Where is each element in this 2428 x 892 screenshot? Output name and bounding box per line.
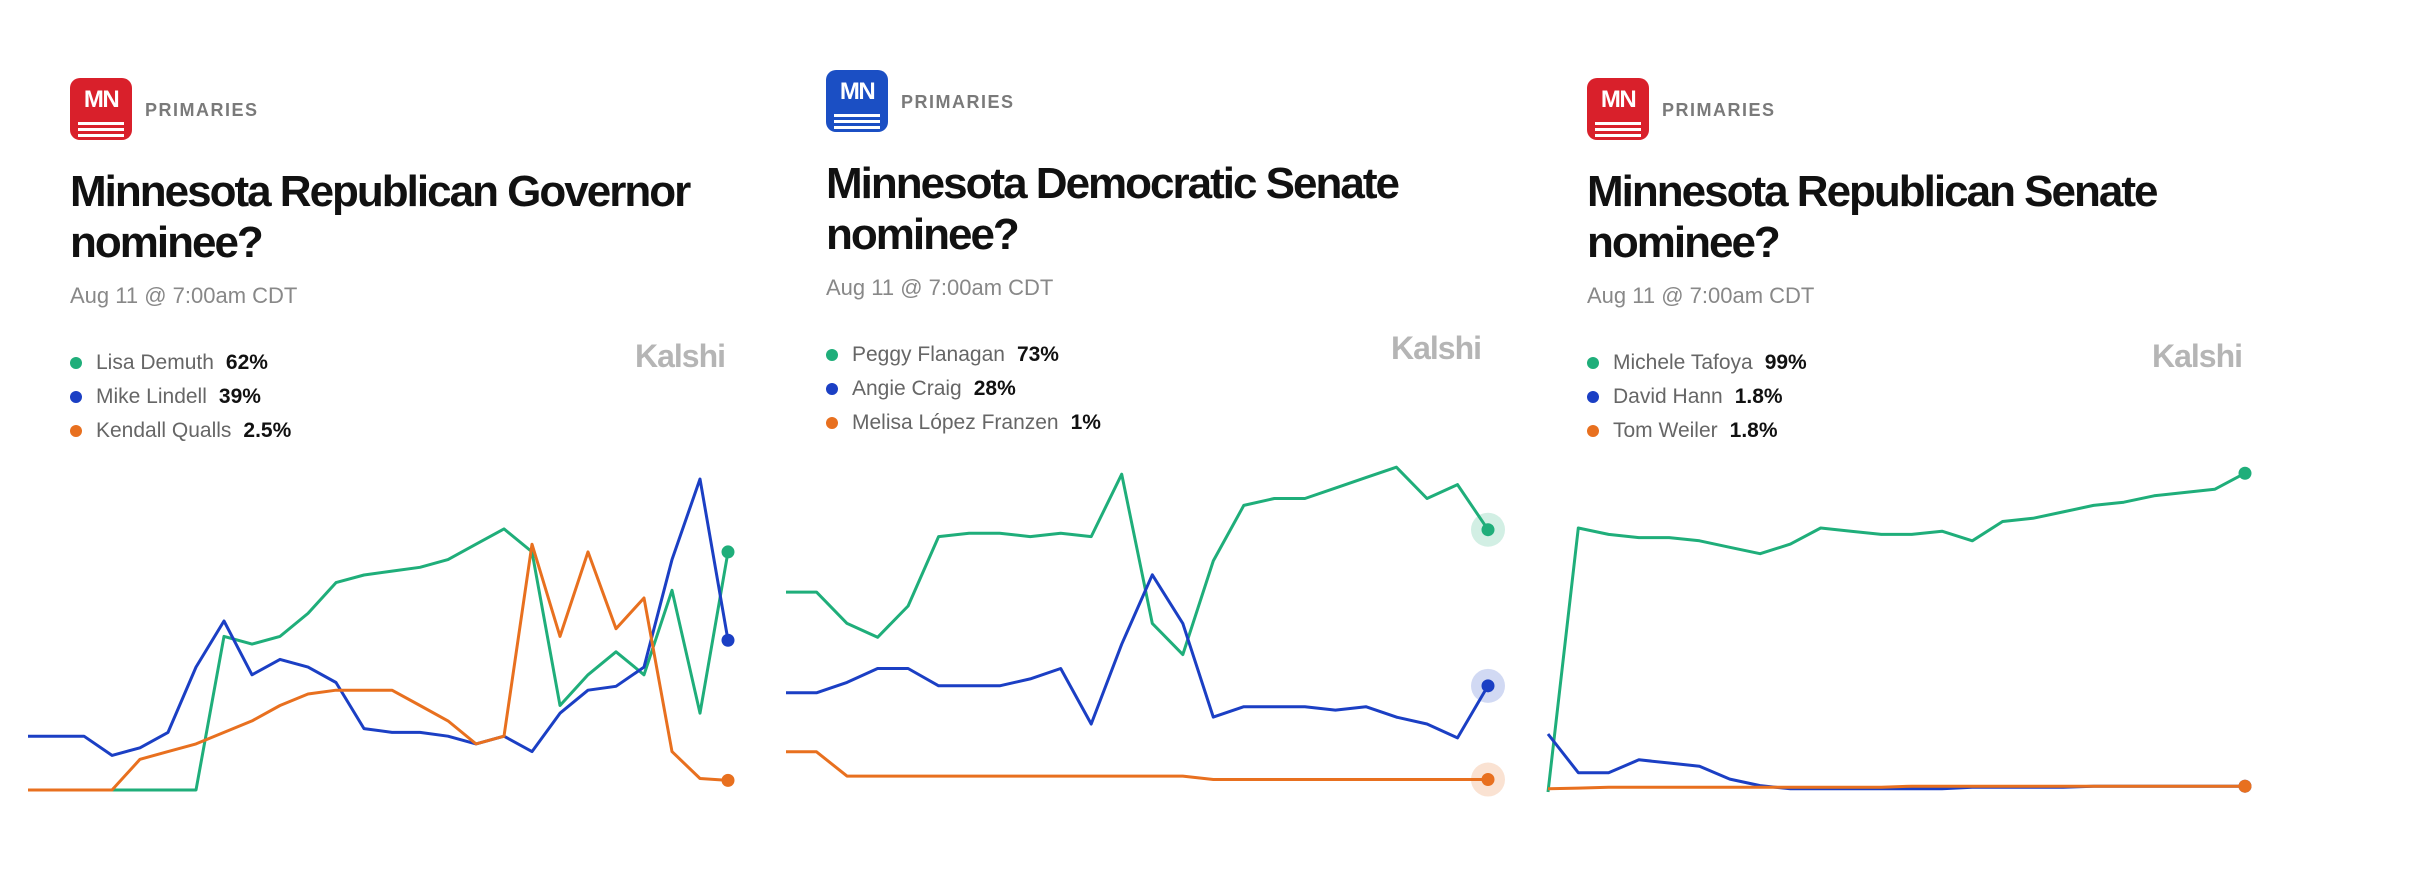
chart-title: Minnesota Republican Governor nominee?	[70, 167, 691, 267]
end-dot	[1481, 773, 1495, 787]
end-dot	[721, 633, 735, 647]
series-line	[28, 527, 730, 792]
legend-value: 39%	[218, 385, 261, 408]
category-label: PRIMARIES	[145, 100, 259, 120]
legend-entry: Melisa López Franzen 1%	[826, 406, 1101, 440]
badge: MN	[70, 78, 132, 140]
badge-text: MN	[839, 78, 876, 105]
badge-stripe	[78, 122, 124, 125]
series-line	[1546, 733, 2245, 791]
legend-value: 62%	[225, 351, 268, 374]
legend-name: Peggy Flanagan	[852, 343, 1005, 366]
end-dot	[721, 545, 735, 559]
legend-value: 1.8%	[1734, 385, 1783, 408]
legend-name: Melisa López Franzen	[852, 411, 1059, 434]
category-label: PRIMARIES	[1662, 100, 1776, 120]
chart-subtitle: Aug 11 @ 7:00am CDT	[826, 275, 1054, 300]
legend-value: 1%	[1070, 411, 1101, 434]
legend: Michele Tafoya 99% David Hann 1.8% Tom Weile…	[1587, 346, 1807, 448]
legend-name: David Hann	[1613, 385, 1723, 408]
legend-entry: Tom Weiler 1.8%	[1587, 414, 1807, 448]
source-logo: Kalshi	[2152, 338, 2243, 374]
chart-title: Minnesota Republican Senate nominee?	[1587, 167, 2158, 267]
chart-title: Minnesota Democratic Senate nominee?	[826, 159, 1400, 259]
legend-entry: Michele Tafoya 99%	[1587, 346, 1807, 380]
legend-swatch	[1587, 391, 1599, 403]
badge-stripe	[1595, 122, 1641, 125]
badge-text: MN	[1600, 86, 1637, 113]
badge-stripe	[834, 126, 880, 129]
legend-name: Lisa Demuth	[96, 351, 214, 374]
end-dot	[2238, 466, 2252, 480]
card: MN PRIMARIES Minnesota Republican Senate n…	[1587, 78, 2287, 558]
legend-swatch	[826, 383, 838, 395]
badge-stripe	[834, 120, 880, 123]
badge-stripe	[834, 114, 880, 117]
legend-name: Mike Lindell	[96, 385, 207, 408]
legend-value: 99%	[1764, 351, 1807, 374]
end-dot	[2238, 779, 2252, 793]
legend-swatch	[70, 391, 82, 403]
legend-name: Tom Weiler	[1613, 419, 1718, 442]
end-dot	[721, 773, 735, 787]
badge: MN	[1587, 78, 1649, 140]
legend-entry: Peggy Flanagan 73%	[826, 338, 1101, 372]
end-dot	[1481, 679, 1495, 693]
category-label: PRIMARIES	[901, 92, 1015, 112]
legend-name: Kendall Qualls	[96, 419, 232, 442]
series-line	[28, 542, 729, 792]
legend-swatch	[70, 425, 82, 437]
legend-swatch	[1587, 425, 1599, 437]
legend-name: Angie Craig	[852, 377, 962, 400]
legend-swatch	[70, 357, 82, 369]
legend-swatch	[826, 417, 838, 429]
badge-stripe	[78, 128, 124, 131]
legend-entry: Mike Lindell 39%	[70, 380, 291, 414]
legend-value: 1.8%	[1729, 419, 1778, 442]
legend: Peggy Flanagan 73% Angie Craig 28% Melisa Ló…	[826, 338, 1101, 440]
legend-swatch	[826, 349, 838, 361]
legend-swatch	[1587, 357, 1599, 369]
series-line	[786, 465, 1490, 657]
chart-subtitle: Aug 11 @ 7:00am CDT	[1587, 283, 1815, 308]
legend-entry: Angie Craig 28%	[826, 372, 1101, 406]
badge-stripe	[78, 134, 124, 137]
series-line	[28, 477, 730, 757]
chart-subtitle: Aug 11 @ 7:00am CDT	[70, 283, 298, 308]
legend-value: 28%	[973, 377, 1016, 400]
source-logo: Kalshi	[1391, 330, 1482, 366]
source-logo: Kalshi	[635, 338, 726, 374]
badge: MN	[826, 70, 888, 132]
legend-entry: David Hann 1.8%	[1587, 380, 1807, 414]
legend-value: 73%	[1016, 343, 1059, 366]
end-dot	[1481, 523, 1495, 537]
badge-stripe	[1595, 128, 1641, 131]
series-line	[786, 750, 1488, 781]
legend: Lisa Demuth 62% Mike Lindell 39% Kendall Qua…	[70, 346, 291, 448]
legend-value: 2.5%	[243, 419, 292, 442]
legend-name: Michele Tafoya	[1613, 351, 1753, 374]
badge-stripe	[1595, 134, 1641, 137]
series-line	[1547, 784, 2245, 791]
card: MN PRIMARIES Minnesota Democratic Senate n…	[826, 70, 1526, 550]
series-line	[786, 573, 1490, 740]
legend-entry: Lisa Demuth 62%	[70, 346, 291, 380]
card: MN PRIMARIES Minnesota Republican Governor…	[70, 78, 770, 558]
legend-entry: Kendall Qualls 2.5%	[70, 414, 291, 448]
badge-text: MN	[83, 86, 120, 113]
series-line	[1546, 471, 2246, 793]
